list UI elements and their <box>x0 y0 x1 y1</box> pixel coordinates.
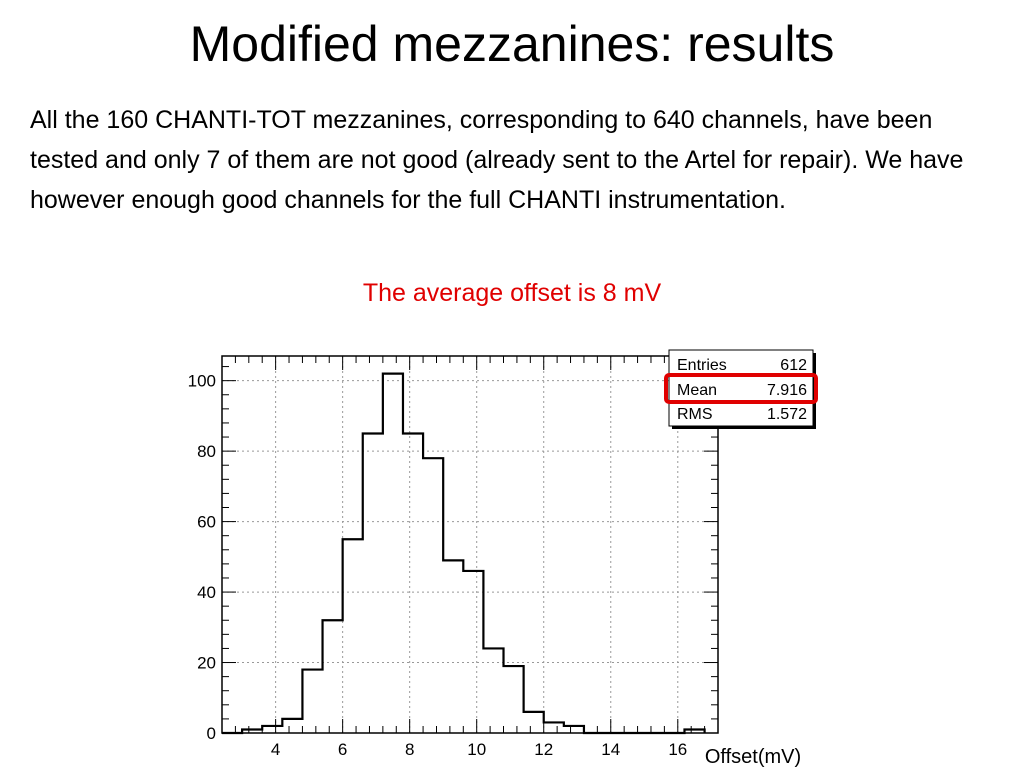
y-tick-label: 80 <box>197 442 216 461</box>
body-paragraph: All the 160 CHANTI-TOT mezzanines, corre… <box>30 106 964 214</box>
y-tick-label: 40 <box>197 583 216 602</box>
histogram-bin <box>282 719 302 733</box>
stats-label: RMS <box>677 406 713 423</box>
y-tick-label: 100 <box>188 372 216 391</box>
histogram-bin <box>323 620 343 733</box>
histogram-bin <box>262 726 282 733</box>
x-tick-label: 8 <box>405 740 414 759</box>
stats-value: 7.916 <box>767 382 807 399</box>
histogram-bin <box>483 648 503 733</box>
histogram-bin <box>443 560 463 733</box>
histogram-bin <box>524 712 544 733</box>
y-tick-label: 0 <box>207 724 216 743</box>
x-tick-label: 16 <box>668 740 687 759</box>
slide-title: Modified mezzanines: results <box>189 16 835 72</box>
histogram-bin <box>463 571 483 733</box>
stats-value: 1.572 <box>767 406 807 423</box>
x-tick-label: 6 <box>338 740 347 759</box>
histogram-bin <box>302 670 322 733</box>
histogram-bin <box>403 434 423 733</box>
stats-value: 612 <box>780 357 807 374</box>
histogram-bin <box>343 539 363 733</box>
histogram-bin <box>544 722 564 733</box>
y-tick-label: 60 <box>197 513 216 532</box>
mean-highlight-box <box>664 373 818 404</box>
histogram-bin <box>564 726 584 733</box>
x-axis-label: Offset(mV) <box>705 746 801 768</box>
x-tick-label: 14 <box>601 740 620 759</box>
stats-box <box>668 349 814 427</box>
x-tick-label: 12 <box>534 740 553 759</box>
y-tick-label: 20 <box>197 654 216 673</box>
stats-label: Mean <box>677 382 717 399</box>
x-tick-label: 4 <box>271 740 280 759</box>
average-offset-note: The average offset is 8 mV <box>362 279 662 307</box>
histogram-bin <box>504 666 524 733</box>
histogram-bin <box>383 374 403 733</box>
plot-frame <box>221 355 719 734</box>
stats-label: Entries <box>677 357 727 374</box>
x-tick-label: 10 <box>467 740 486 759</box>
histogram-bin <box>363 434 383 733</box>
histogram-bin <box>423 458 443 733</box>
